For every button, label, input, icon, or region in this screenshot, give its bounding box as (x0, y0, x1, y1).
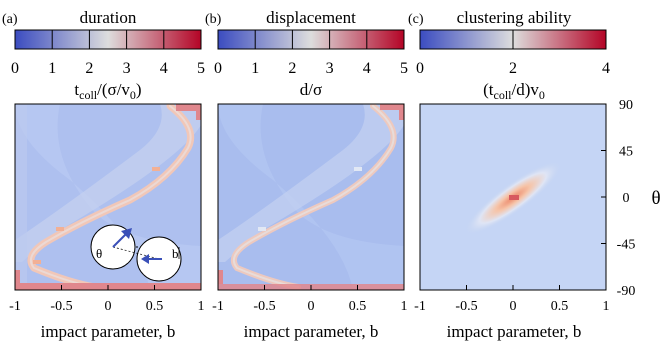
heatmap-edge (399, 104, 404, 120)
colorbar-gradient (14, 29, 202, 50)
x-tick-labels: -1 -0.5 0 0.5 1 (212, 285, 408, 314)
heatmap-edge (15, 270, 20, 284)
colorbar-tick-label: 3 (326, 60, 334, 77)
arrow-head-icon (121, 228, 132, 239)
chart-title: clustering ability (457, 8, 572, 27)
heatmap (218, 104, 404, 290)
colorbar-dividers (51, 30, 165, 49)
colorbar-tick-label: 2 (509, 60, 517, 77)
x-tick-label: 0.5 (349, 299, 367, 314)
colorbar-tick-label: 2 (85, 60, 93, 77)
colorbar-tick-label: 4 (602, 60, 610, 77)
colorbar-tick-label: 5 (400, 60, 408, 77)
x-tick-label: -0.5 (50, 299, 72, 314)
velocity-arrow (112, 232, 128, 248)
x-axis-label: impact parameter, b (244, 322, 379, 341)
chart-title: duration (80, 8, 137, 27)
colorbar-tick-label: 4 (363, 60, 371, 77)
colorbar-tick-labels: 0 1 2 3 4 5 (214, 60, 408, 77)
x-tick-label: -1 (9, 299, 21, 314)
heatmap (15, 104, 201, 290)
heatmap-cell (33, 260, 41, 264)
x-axis-label: impact parameter, b (41, 322, 176, 341)
colorbar-tick-label: 1 (251, 60, 259, 77)
heatmap-cell (56, 227, 64, 231)
colorbar-tick-label: 0 (11, 60, 19, 77)
chart-title: displacement (266, 8, 356, 27)
colorbar-tick-label: 0 (214, 60, 222, 77)
heatmap-region (218, 104, 404, 262)
x-tick-labels: -1 -0.5 0 0.5 1 (414, 285, 610, 314)
colorbar-tick-label: 2 (288, 60, 296, 77)
x-axis-label: impact parameter, b (447, 322, 582, 341)
y-axis-label: θ (651, 188, 660, 209)
colorbar-tick-label: 0 (416, 60, 424, 77)
colorbar-tick-label: 1 (48, 60, 56, 77)
arrow-head-icon (141, 254, 149, 264)
b-label: b (172, 246, 179, 261)
y-tick-label: 45 (619, 145, 633, 160)
colorbar-dividers (254, 30, 368, 49)
x-tick-label: -0.5 (455, 299, 477, 314)
heatmap-region (218, 104, 404, 290)
x-tick-label: 0 (105, 299, 112, 314)
y-tick-label: 0 (623, 191, 630, 206)
y-tick-label: -45 (617, 238, 636, 253)
colorbar-tick-labels: 0 2 4 (416, 60, 610, 77)
x-tick-label: 0.5 (551, 299, 569, 314)
colorbar: 0 1 2 3 4 5 d/σ (214, 29, 408, 99)
heatmap-region (15, 104, 201, 262)
x-tick-label: 0 (510, 299, 517, 314)
heatmap-cell (354, 167, 362, 171)
x-tick-label: 0.5 (146, 299, 164, 314)
y-tick-label: -90 (617, 284, 636, 299)
colorbar: 0 2 4 (tcoll/d)v0 (416, 29, 610, 102)
colorbar-tick-label: 5 (197, 60, 205, 77)
heatmap-ridge-core (30, 105, 192, 288)
x-tick-label: 1 (401, 299, 408, 314)
x-tick-label: -1 (414, 299, 426, 314)
heatmap-edge (218, 270, 223, 284)
heatmap-edge (15, 104, 27, 290)
y-tick-labels: 90 45 0 -45 -90 (601, 98, 635, 299)
colorbar-label: tcoll/(σ/v0) (74, 80, 141, 102)
x-tick-label: -1 (212, 299, 224, 314)
colorbar-tick-label: 4 (160, 60, 168, 77)
x-tick-label: 1 (198, 299, 205, 314)
panel-a: (a) duration 0 1 2 3 4 5 tcoll/(σ/v0) -1 -0.5 0… (2, 8, 205, 341)
heatmap-cell (509, 195, 519, 200)
panel-letter: (c) (408, 12, 424, 27)
panel-letter: (b) (205, 12, 222, 27)
collision-inset: θ b (90, 224, 182, 282)
theta-label: θ (96, 246, 102, 261)
panel-c: (c) clustering ability 0 2 4 (tcoll/d)v0 -… (408, 8, 661, 341)
heatmap-ridge-core (233, 105, 395, 288)
colorbar-gradient (217, 29, 405, 50)
y-tick-label: 90 (619, 98, 633, 113)
heatmap-edge (176, 104, 201, 111)
colorbar-tick-label: 3 (123, 60, 131, 77)
heatmap-edge (196, 104, 201, 120)
heatmap-edge (380, 104, 404, 110)
colorbar-tick-labels: 0 1 2 3 4 5 (11, 60, 205, 77)
x-tick-label: -0.5 (253, 299, 275, 314)
heatmap-cell (258, 227, 266, 231)
heatmap-cell (152, 167, 160, 171)
x-tick-label: 0 (308, 299, 315, 314)
panel-letter: (a) (2, 12, 18, 27)
colorbar-label: (tcoll/d)v0 (483, 80, 545, 102)
x-tick-labels: -1 -0.5 0 0.5 1 (9, 285, 205, 314)
x-tick-label: 1 (603, 299, 610, 314)
colorbar-label: d/σ (300, 80, 322, 99)
colorbar: 0 1 2 3 4 5 tcoll/(σ/v0) (11, 29, 205, 102)
